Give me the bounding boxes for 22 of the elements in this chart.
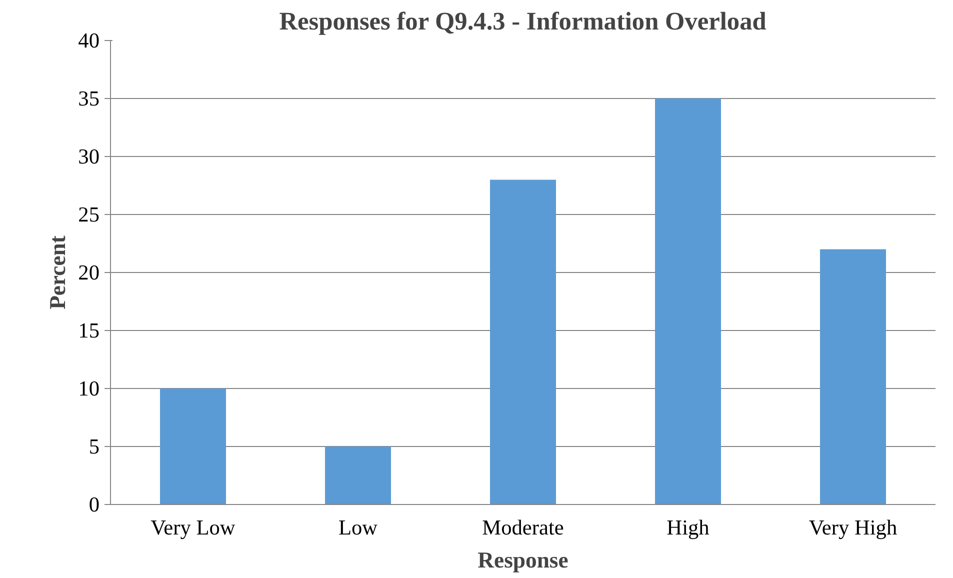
y-tick-label: 25 [78, 202, 100, 226]
x-tick-label: Very Low [150, 516, 236, 540]
y-tick-label: 5 [88, 434, 100, 458]
x-axis-title: Response [478, 548, 568, 572]
bar [160, 388, 226, 504]
y-tick-label: 0 [88, 492, 100, 516]
bar [820, 249, 886, 504]
x-tick-label: Low [338, 516, 378, 540]
y-tick-label: 30 [78, 144, 100, 168]
chart-title: Responses for Q9.4.3 - Information Overload [279, 8, 766, 36]
x-tick-label: Very High [808, 516, 898, 540]
y-tick-label: 35 [78, 86, 100, 110]
y-tick-label: 10 [78, 376, 100, 400]
y-tick-label: 40 [78, 28, 100, 52]
bar [655, 98, 721, 504]
bar [325, 446, 391, 504]
y-axis-title: Percent [45, 235, 70, 310]
x-tick-label: High [666, 516, 710, 540]
y-tick-label: 20 [78, 260, 100, 284]
y-tick-label: 15 [78, 318, 100, 342]
x-tick-label: Moderate [482, 516, 564, 540]
bar [490, 180, 556, 504]
